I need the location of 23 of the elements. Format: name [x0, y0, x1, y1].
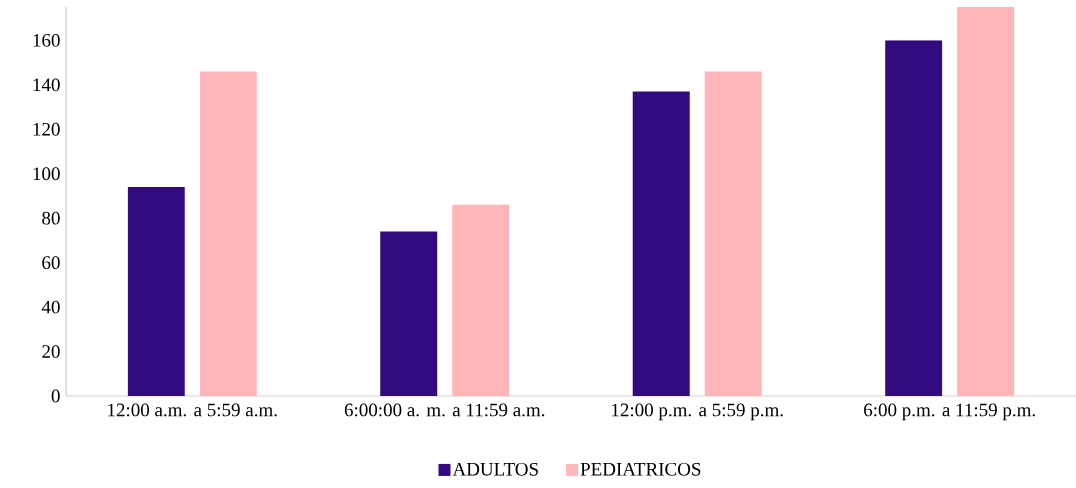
- bar: [632, 91, 690, 396]
- y-tick-label: 120: [33, 122, 60, 136]
- bar: [452, 204, 510, 396]
- legend-label: PEDIATRICOS: [580, 462, 701, 476]
- bar: [885, 40, 943, 396]
- y-tick-label: 60: [42, 256, 60, 270]
- y-tick-label: 0: [51, 389, 60, 403]
- x-tick-label: 6:00 p.m. a 11:59 p.m.: [864, 403, 1035, 421]
- y-tick-label: 160: [33, 33, 60, 47]
- y-tick-label: 40: [41, 300, 60, 314]
- y-tick-label: 100: [33, 167, 60, 181]
- bar: [704, 71, 762, 396]
- bar: [127, 187, 185, 396]
- bar: [199, 71, 257, 396]
- x-tick-label: 12:00 p.m. a 5:59 p.m.: [612, 403, 783, 421]
- legend-label: ADULTOS: [452, 462, 538, 476]
- bar: [380, 231, 438, 396]
- bar: [957, 7, 1015, 396]
- y-tick-label: 80: [42, 211, 60, 225]
- y-tick-label: 140: [33, 78, 60, 92]
- y-tick-label: 20: [42, 345, 60, 358]
- x-tick-label: 12:00 a.m. a 5:59 a.m.: [108, 403, 277, 417]
- x-tick-label: 6:00:00 a. m. a 11:59 a.m.: [344, 403, 545, 417]
